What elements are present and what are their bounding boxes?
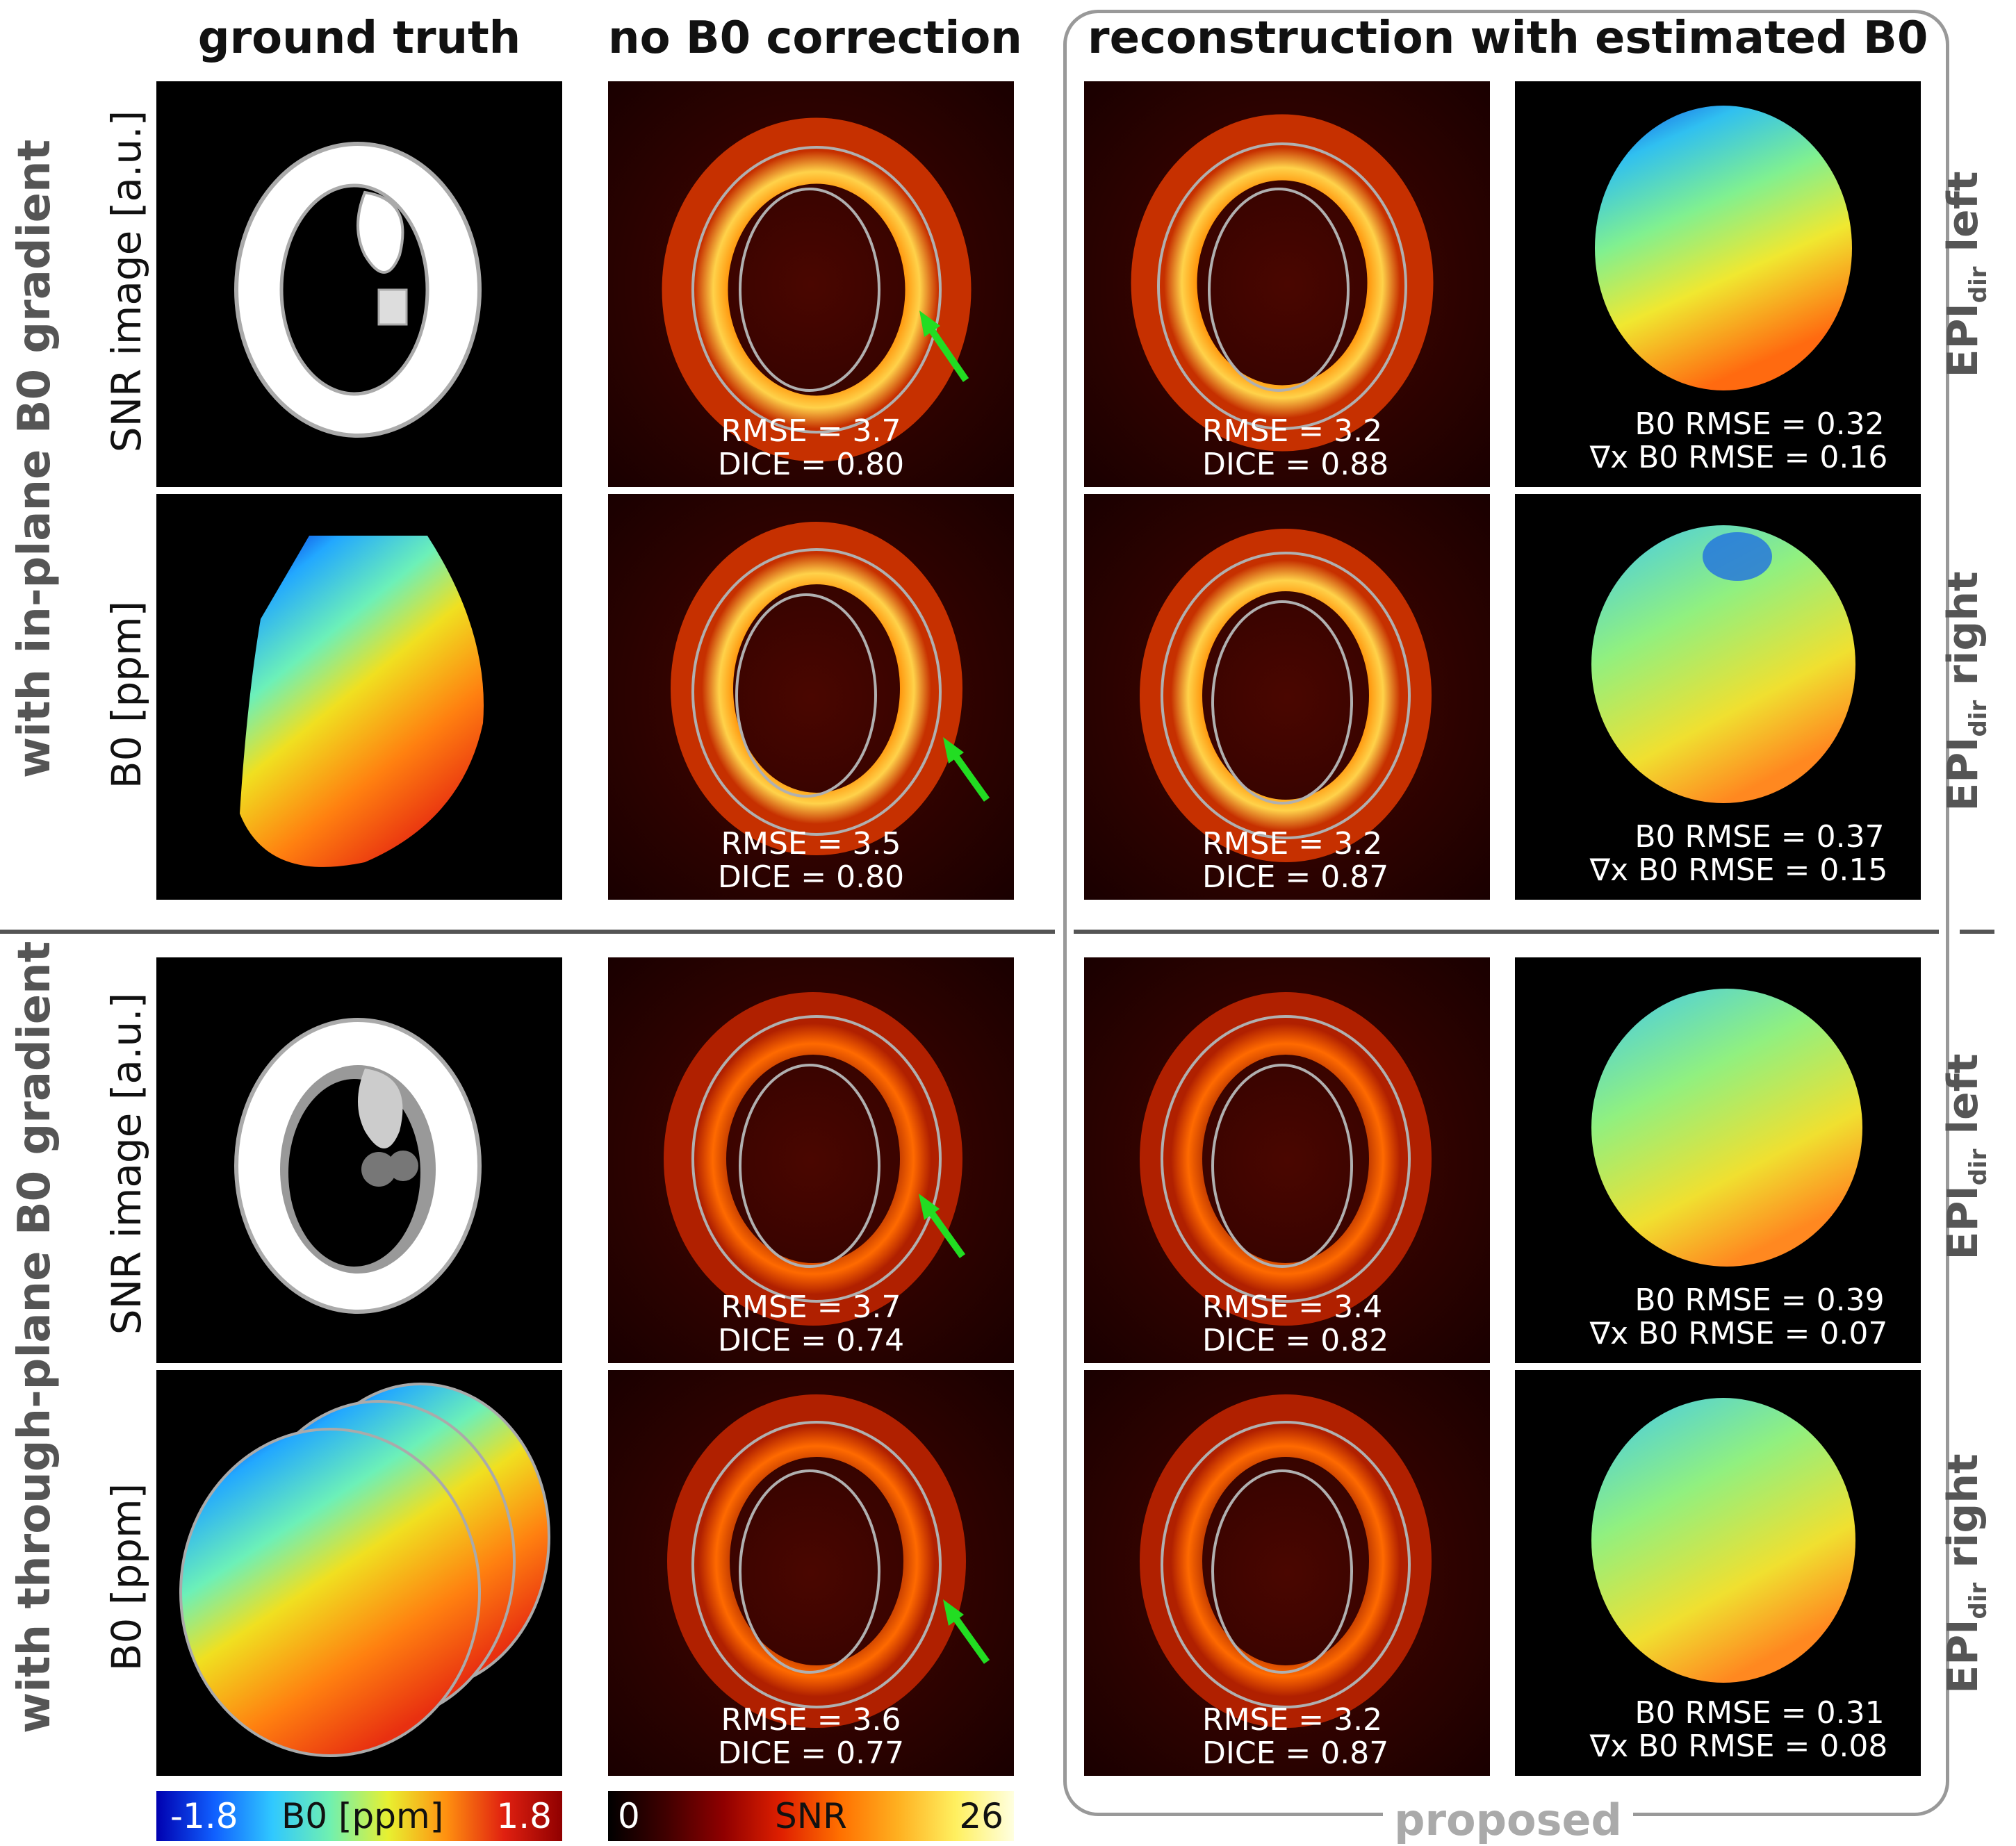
epi-label-2: EPIdir right [1939, 571, 1992, 811]
panel-recon-snr-inplane-right: RMSE = 3.2 DICE = 0.87 [1084, 494, 1490, 900]
metric-grad-rmse: ∇x B0 RMSE = 0.08 [1589, 1729, 1888, 1764]
panel-gt-snr-inplane [156, 81, 562, 487]
colorbar-b0-label: B0 [ppm] [281, 1796, 444, 1836]
panel-b0est-throughplane-left: B0 RMSE = 0.39 ∇x B0 RMSE = 0.07 [1515, 957, 1921, 1363]
separator-far-right [1960, 930, 1994, 934]
header-reconstruction: reconstruction with estimated B0 [1088, 13, 1928, 64]
panel-gt-b0-inplane [156, 494, 562, 900]
metric-grad-rmse: ∇x B0 RMSE = 0.15 [1589, 852, 1888, 888]
separator-right [1074, 930, 1939, 934]
metric-dice: DICE = 0.82 [1202, 1323, 1389, 1358]
metric-dice: DICE = 0.80 [717, 859, 905, 895]
metric-dice: DICE = 0.74 [717, 1323, 905, 1358]
metric-b0-rmse: B0 RMSE = 0.32 [1634, 406, 1885, 442]
metric-rmse: RMSE = 3.5 [721, 826, 901, 862]
row-label-b0-bottom: B0 [ppm] [103, 1483, 150, 1672]
row-label-snr-bottom: SNR image [a.u.] [103, 992, 150, 1335]
panel-b0est-throughplane-right: B0 RMSE = 0.31 ∇x B0 RMSE = 0.08 [1515, 1370, 1921, 1776]
panel-gt-snr-throughplane [156, 957, 562, 1363]
metric-dice: DICE = 0.87 [1202, 859, 1389, 895]
colorbar-b0-min: -1.8 [170, 1796, 238, 1836]
panel-gt-b0-throughplane [156, 1370, 562, 1776]
metric-rmse: RMSE = 3.7 [721, 413, 901, 449]
separator-left [0, 930, 1055, 934]
panel-recon-snr-throughplane-right: RMSE = 3.2 DICE = 0.87 [1084, 1370, 1490, 1776]
metric-rmse: RMSE = 3.2 [1202, 826, 1383, 862]
panel-nob0-snr-inplane: RMSE = 3.7 DICE = 0.80 [608, 81, 1014, 487]
metric-rmse: RMSE = 3.4 [1202, 1289, 1383, 1325]
colorbar-b0-max: 1.8 [496, 1796, 552, 1836]
panel-nob0-snr-inplane-right: RMSE = 3.5 DICE = 0.80 [608, 494, 1014, 900]
panel-nob0-snr-throughplane: RMSE = 3.7 DICE = 0.74 [608, 957, 1014, 1363]
metric-b0-rmse: B0 RMSE = 0.37 [1634, 819, 1885, 855]
metric-dice: DICE = 0.87 [1202, 1736, 1389, 1771]
epi-label-3: EPIdir left [1939, 1053, 1992, 1260]
metric-rmse: RMSE = 3.6 [721, 1702, 901, 1738]
colorbar-snr-label: SNR [775, 1796, 847, 1836]
metric-grad-rmse: ∇x B0 RMSE = 0.16 [1589, 440, 1888, 475]
header-no-b0-correction: no B0 correction [608, 13, 1022, 64]
metric-rmse: RMSE = 3.2 [1202, 413, 1383, 449]
metric-b0-rmse: B0 RMSE = 0.39 [1634, 1283, 1885, 1318]
row-label-b0-top: B0 [ppm] [103, 600, 150, 789]
metric-rmse: RMSE = 3.2 [1202, 1702, 1383, 1738]
metric-b0-rmse: B0 RMSE = 0.31 [1634, 1695, 1885, 1731]
proposed-label: proposed [1383, 1796, 1633, 1845]
colorbar-b0: -1.8 B0 [ppm] 1.8 [156, 1791, 562, 1841]
row-group-in-plane: with in-plane B0 gradient [9, 139, 60, 778]
epi-label-1: EPIdir left [1939, 171, 1992, 378]
colorbar-snr: 0 SNR 26 [608, 1791, 1014, 1841]
metric-rmse: RMSE = 3.7 [721, 1289, 901, 1325]
panel-recon-snr-inplane: RMSE = 3.2 DICE = 0.88 [1084, 81, 1490, 487]
panel-recon-snr-throughplane: RMSE = 3.4 DICE = 0.82 [1084, 957, 1490, 1363]
colorbar-snr-max: 26 [959, 1796, 1003, 1836]
panel-nob0-snr-throughplane-right: RMSE = 3.6 DICE = 0.77 [608, 1370, 1014, 1776]
colorbar-snr-min: 0 [618, 1796, 640, 1836]
header-ground-truth: ground truth [197, 13, 521, 64]
metric-dice: DICE = 0.77 [717, 1736, 905, 1771]
metric-dice: DICE = 0.80 [717, 447, 905, 482]
metric-dice: DICE = 0.88 [1202, 447, 1389, 482]
panel-b0est-inplane-right: B0 RMSE = 0.37 ∇x B0 RMSE = 0.15 [1515, 494, 1921, 900]
row-group-through-plane: with through-plane B0 gradient [9, 941, 60, 1733]
panel-b0est-inplane-left: B0 RMSE = 0.32 ∇x B0 RMSE = 0.16 [1515, 81, 1921, 487]
metric-grad-rmse: ∇x B0 RMSE = 0.07 [1589, 1316, 1888, 1351]
epi-label-4: EPIdir right [1939, 1453, 1992, 1694]
row-label-snr-top: SNR image [a.u.] [103, 110, 150, 453]
